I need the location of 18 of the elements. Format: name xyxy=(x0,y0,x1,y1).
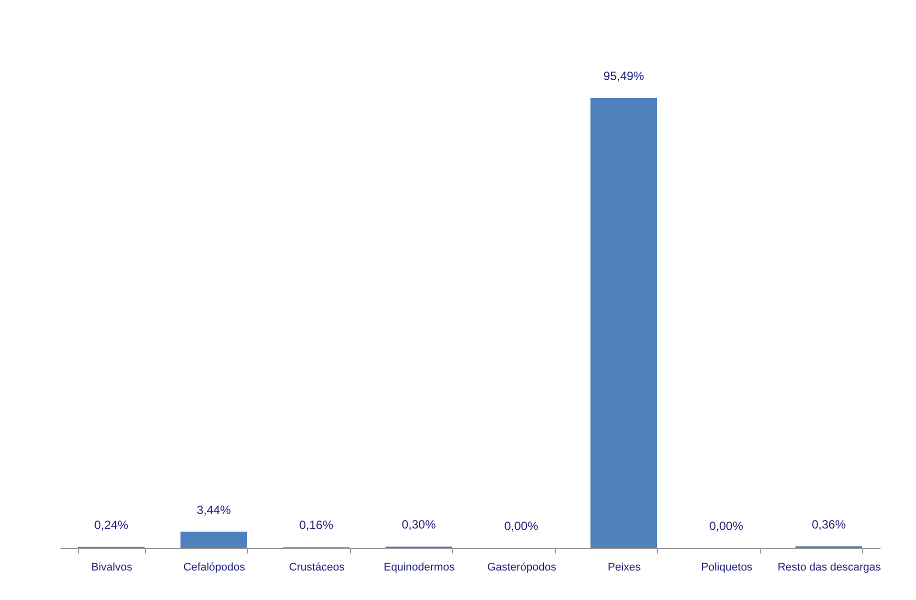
x-tick-label: Cefalópodos xyxy=(183,562,246,574)
data-label: 0,00% xyxy=(709,519,744,533)
data-label: 0,36% xyxy=(812,517,846,532)
x-tick-label: Poliquetos xyxy=(701,562,753,574)
data-label: 0,00% xyxy=(504,519,539,533)
data-label: 3,44% xyxy=(196,502,232,517)
x-tick-label: Bivalvos xyxy=(91,562,133,574)
bar xyxy=(590,98,658,548)
x-tick-label: Peixes xyxy=(608,562,642,574)
x-tick-label: Equinodermos xyxy=(384,562,456,574)
x-tick-label: Crustáceos xyxy=(288,562,346,574)
bar xyxy=(180,532,248,548)
x-tick-label: Resto das descargas xyxy=(778,562,882,574)
x-tick-label: Gasterópodos xyxy=(487,562,557,574)
data-label: 95,49% xyxy=(603,69,644,83)
data-label: 0,30% xyxy=(402,518,436,532)
data-label: 0,24% xyxy=(94,518,129,532)
data-label: 0,16% xyxy=(299,518,334,532)
